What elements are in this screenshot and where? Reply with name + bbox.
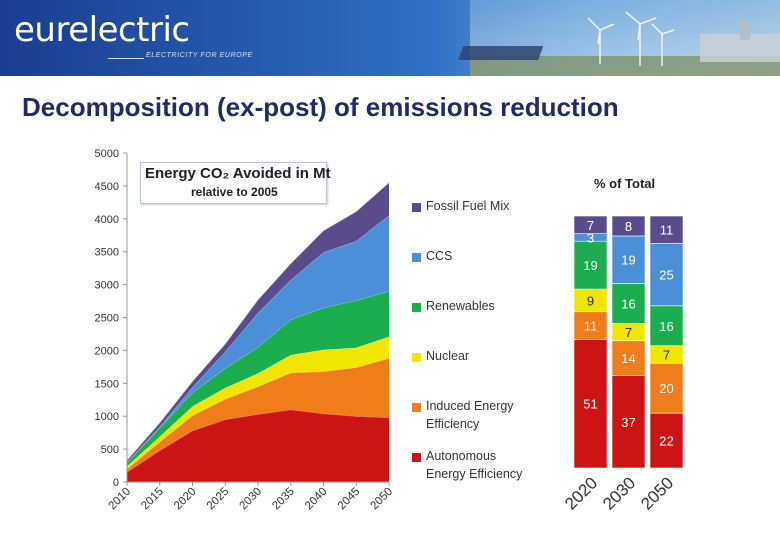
bar-category-label: 2030 — [599, 473, 639, 513]
bar-value-label: 11 — [584, 319, 598, 334]
area-x-tick-label: 2045 — [336, 486, 363, 513]
area-y-tick-label: 3500 — [95, 247, 119, 259]
area-series-edge — [126, 182, 390, 461]
area-y-tick-label: 4000 — [95, 214, 119, 226]
bar-segment-induced-energy-efficiency — [573, 311, 608, 340]
bar-value-label: 8 — [625, 219, 632, 234]
bar-value-label: 9 — [587, 293, 594, 308]
legend-swatch — [412, 303, 421, 312]
bar-segment-renewables — [649, 305, 684, 347]
bar-value-label: 37 — [621, 415, 635, 430]
bar-value-label: 16 — [621, 296, 635, 311]
bar-value-label: 51 — [583, 397, 597, 412]
legend-swatch — [412, 353, 421, 362]
legend-label: Nuclear — [426, 349, 470, 363]
bar-segment-induced-energy-efficiency — [611, 340, 646, 376]
bar-value-label: 3 — [587, 230, 594, 245]
area-y-tick-label: 1000 — [95, 411, 119, 423]
bar-segment-fossil-fuel-mix — [573, 215, 608, 234]
legend-swatch — [412, 453, 421, 462]
bar-value-label: 7 — [625, 325, 632, 340]
bar-chart-title: % of Total — [594, 176, 656, 191]
area-y-tick-label: 4500 — [95, 181, 119, 193]
bar-segment-renewables — [573, 240, 608, 290]
bar-segment-ccs — [649, 243, 684, 307]
bar-value-label: 22 — [659, 434, 673, 449]
area-x-tick-label: 2030 — [238, 486, 265, 513]
area-y-tick-label: 1500 — [95, 378, 119, 390]
area-x-tick-label: 2025 — [205, 486, 232, 513]
logo-swoosh — [108, 58, 144, 59]
area-series-induced-energy-efficiency — [127, 358, 389, 473]
area-series-fossil-fuel-mix — [127, 182, 389, 463]
bar-segment-ccs — [611, 235, 646, 284]
area-x-tick-label: 2040 — [303, 486, 330, 513]
legend-label: Induced Energy Efficiency — [426, 399, 514, 431]
area-chart-title: Energy CO₂ Avoided in Mt — [145, 165, 331, 182]
slide-title: Decomposition (ex-post) of emissions red… — [22, 92, 619, 122]
bar-value-label: 20 — [659, 381, 673, 396]
area-series-renewables — [127, 291, 389, 467]
legend-label: Autonomous Energy Efficiency — [426, 449, 523, 481]
legend-label: Renewables — [426, 299, 495, 313]
bar-segment-fossil-fuel-mix — [611, 215, 646, 237]
logo-tagline: ELECTRICITY FOR EUROPE — [146, 52, 253, 59]
legend-label: Fossil Fuel Mix — [426, 199, 510, 213]
area-x-tick-label: 2020 — [172, 486, 199, 513]
area-chart-subtitle: relative to 2005 — [191, 185, 278, 199]
bar-value-label: 25 — [659, 268, 673, 283]
area-y-tick-label: 2000 — [95, 345, 119, 357]
area-series-ccs — [127, 215, 389, 463]
banner-background — [0, 0, 780, 76]
stacked-area-chart: 0 500 1000 1500 2000 2500 3000 3500 4000 4500 5000… — [95, 148, 396, 512]
bar-value-label: 11 — [660, 223, 674, 238]
bar-value-label: 7 — [587, 218, 594, 233]
bar-category-label: 2050 — [637, 473, 677, 513]
eurelectric-logo: eurelectric — [14, 10, 190, 50]
area-x-tick-label: 2050 — [369, 486, 396, 513]
area-chart-title-box: Energy CO₂ Avoided in Mt relative to 200… — [140, 162, 331, 204]
bar-value-label: 16 — [659, 319, 673, 334]
area-series-autonomous-energy-efficiency — [127, 409, 389, 482]
stacked-bar-chart: 5111919372020371471619820302220716251120… — [561, 215, 684, 514]
legend-swatch — [412, 403, 421, 412]
header-banner: eurelectric ELECTRICITY FOR EUROPE — [0, 0, 780, 76]
area-x-tick-label: 2010 — [107, 486, 134, 513]
bar-value-label: 7 — [663, 347, 670, 362]
legend-swatch — [412, 203, 421, 212]
bar-value-label: 19 — [583, 258, 597, 273]
bar-segment-autonomous-energy-efficiency — [611, 375, 646, 469]
bar-segment-autonomous-energy-efficiency — [649, 412, 684, 469]
area-y-tick-label: 500 — [101, 444, 119, 456]
bar-category-label: 2020 — [561, 473, 601, 513]
bar-value-label: 19 — [621, 253, 635, 268]
area-y-tick-label: 3000 — [95, 280, 119, 292]
area-x-tick-label: 2035 — [270, 486, 297, 513]
bar-segment-induced-energy-efficiency — [649, 362, 684, 414]
legend-label: CCS — [426, 249, 453, 263]
area-x-tick-label: 2015 — [139, 486, 166, 513]
legend-swatch — [412, 253, 421, 262]
area-y-tick-label: 0 — [113, 477, 119, 489]
area-y-tick-label: 2500 — [95, 313, 119, 325]
area-y-tick-label: 5000 — [95, 148, 119, 160]
bar-segment-fossil-fuel-mix — [649, 215, 684, 244]
area-series-nuclear — [127, 336, 389, 469]
bar-value-label: 14 — [621, 351, 635, 366]
